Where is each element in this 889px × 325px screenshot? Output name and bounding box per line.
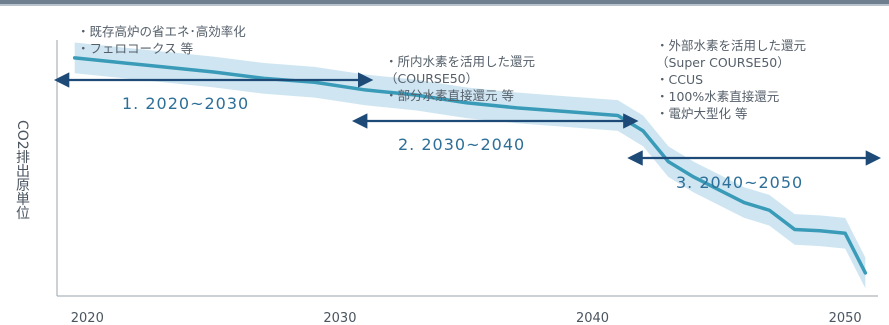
data-point (692, 176, 695, 178)
data-point (616, 114, 619, 117)
phase-note: ・既存高炉の省エネ･高効率化 (77, 24, 246, 39)
phase-note: ・外部水素を活用した還元 (656, 38, 806, 53)
data-point (717, 188, 720, 191)
phase-note: ・所内水素を活用した還元 (385, 54, 535, 69)
data-point (642, 129, 644, 132)
phase-note: （Super COURSE50） (656, 55, 790, 70)
x-tick-label: 2040 (576, 311, 609, 325)
phase-note: ・フェロコークス 等 (77, 41, 193, 56)
data-point (111, 60, 114, 63)
data-point (768, 209, 771, 212)
phase-label: 1. 2020~2030 (122, 94, 249, 113)
data-point (73, 57, 76, 59)
x-tick-label: 2020 (71, 311, 104, 325)
data-point (793, 228, 796, 231)
phase-label: 2. 2030~2040 (398, 135, 525, 154)
data-point (364, 89, 367, 91)
data-point (844, 232, 847, 235)
header-bar-shadow (0, 4, 889, 6)
data-point (667, 160, 670, 163)
phase-note: ・電炉大型化 等 (656, 106, 747, 121)
data-point (743, 201, 746, 204)
data-point (212, 71, 215, 73)
data-point (515, 106, 518, 109)
data-point (162, 65, 164, 68)
phase-note: ・CCUS (656, 72, 703, 87)
phase-note: （COURSE50） (385, 71, 478, 86)
phase-note: ・部分水素直接還元 等 (385, 88, 514, 103)
data-point (313, 81, 316, 84)
x-tick-label: 2050 (829, 311, 862, 325)
data-point (864, 272, 867, 274)
phase-note: ・100%水素直接還元 (656, 89, 779, 104)
data-point (818, 229, 821, 232)
phase-label: 3. 2040~2050 (676, 173, 803, 192)
data-point (465, 101, 468, 104)
y-axis-label: CO2排出原単位 (14, 120, 30, 220)
x-tick-label: 2030 (323, 311, 356, 325)
header-bar (0, 0, 889, 4)
data-point (414, 94, 417, 96)
data-point (566, 110, 569, 113)
